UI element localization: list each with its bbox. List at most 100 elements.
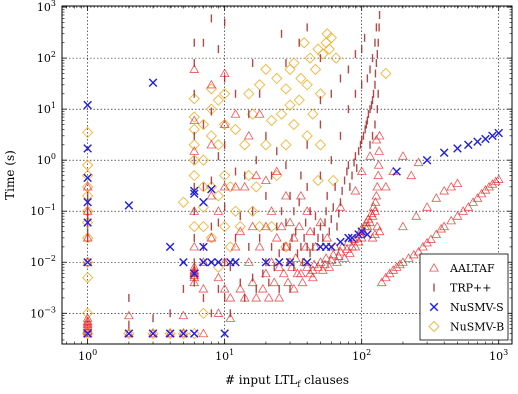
data-point <box>229 123 242 136</box>
data-point <box>198 283 209 293</box>
data-point <box>219 283 230 293</box>
data-point <box>147 327 159 340</box>
data-point <box>472 193 483 202</box>
data-point <box>271 169 283 182</box>
data-point <box>81 256 94 268</box>
data-point <box>189 262 200 271</box>
data-point <box>178 310 189 320</box>
data-point <box>82 206 93 215</box>
data-point <box>280 83 292 95</box>
data-point <box>271 72 283 85</box>
data-point <box>81 232 94 244</box>
legend-label: TRP++ <box>450 282 491 295</box>
data-point <box>189 64 200 73</box>
data-point <box>366 208 377 218</box>
data-point <box>281 241 291 251</box>
data-point <box>413 157 424 167</box>
data-point <box>266 257 277 266</box>
data-point <box>243 88 255 100</box>
data-point <box>320 37 332 49</box>
data-point <box>263 292 274 302</box>
data-point <box>123 310 134 320</box>
data-point <box>281 190 291 200</box>
data-point <box>83 144 92 153</box>
data-point <box>323 43 335 55</box>
data-point <box>398 221 408 231</box>
data-point <box>310 241 321 251</box>
data-point <box>82 232 93 242</box>
legend-marker <box>428 320 440 333</box>
data-point <box>280 139 292 151</box>
data-point <box>205 83 218 95</box>
data-point <box>251 170 262 180</box>
data-point <box>302 206 313 215</box>
data-point <box>82 328 93 338</box>
data-point <box>269 277 280 287</box>
y-tick-label: 100 <box>37 152 56 167</box>
data-point <box>148 78 158 87</box>
data-point <box>225 292 236 302</box>
data-point <box>83 100 92 110</box>
data-point <box>230 109 241 118</box>
data-point <box>82 313 93 322</box>
data-point <box>333 251 344 260</box>
data-point <box>214 257 223 267</box>
data-point <box>231 257 240 267</box>
data-point <box>199 257 208 267</box>
data-point <box>487 179 498 188</box>
plot-frame <box>61 5 513 345</box>
data-point <box>219 169 231 182</box>
data-point <box>243 169 255 182</box>
x-tick-label: 101 <box>215 348 234 363</box>
legend-label: NuSMV-B <box>450 321 504 334</box>
data-point <box>257 283 268 293</box>
data-point <box>463 202 474 211</box>
data-point <box>411 211 422 220</box>
data-point <box>179 257 188 267</box>
data-point <box>481 134 490 144</box>
data-point <box>314 139 327 151</box>
data-point <box>220 329 229 338</box>
data-point <box>307 272 318 282</box>
data-point <box>350 241 361 251</box>
data-point <box>234 220 246 233</box>
data-point <box>219 68 230 78</box>
data-point <box>164 327 176 340</box>
data-point <box>229 205 242 217</box>
data-point <box>206 139 217 149</box>
data-point <box>188 93 200 105</box>
legend-label: NuSMV-S <box>450 301 504 314</box>
data-point <box>285 217 295 227</box>
data-point <box>81 271 94 284</box>
data-point <box>123 327 135 340</box>
data-point <box>452 178 463 187</box>
y-tick-label: 103 <box>37 0 56 14</box>
x-axis-label: # input LTLf clauses <box>225 373 349 389</box>
data-point <box>320 259 330 269</box>
data-point <box>373 170 384 180</box>
data-point <box>391 262 402 271</box>
data-point <box>494 128 504 138</box>
data-point <box>261 175 271 185</box>
data-point <box>188 169 200 182</box>
data-point <box>243 257 254 266</box>
x-tick-label: 100 <box>78 348 97 363</box>
data-point <box>490 176 501 186</box>
data-point <box>307 265 318 274</box>
data-point <box>380 181 391 191</box>
data-point <box>488 131 497 141</box>
data-point <box>298 37 310 49</box>
data-point <box>205 232 218 244</box>
data-point <box>219 88 231 100</box>
data-point <box>372 221 383 231</box>
data-point <box>206 190 217 200</box>
data-point <box>339 253 350 262</box>
data-point <box>230 181 241 191</box>
data-point <box>464 140 473 150</box>
data-point <box>406 170 417 180</box>
data-point <box>275 108 288 120</box>
data-point <box>165 329 175 338</box>
y-tick-label: 10−1 <box>30 203 56 218</box>
data-point <box>189 241 200 251</box>
